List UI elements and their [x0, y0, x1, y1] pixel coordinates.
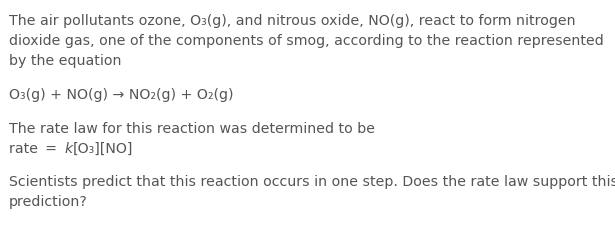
Text: by the equation: by the equation	[9, 54, 122, 68]
Text: Scientists predict that this reaction occurs in one step. Does the rate law supp: Scientists predict that this reaction oc…	[9, 175, 615, 189]
Text: dioxide gas, one of the components of smog, according to the reaction represente: dioxide gas, one of the components of sm…	[9, 34, 604, 48]
Text: [O₃][NO]: [O₃][NO]	[73, 142, 133, 156]
Text: O₃(g) + NO(g) → NO₂(g) + O₂(g): O₃(g) + NO(g) → NO₂(g) + O₂(g)	[9, 88, 234, 102]
Text: The rate law for this reaction was determined to be: The rate law for this reaction was deter…	[9, 122, 375, 136]
Text: k: k	[65, 142, 73, 156]
Text: The air pollutants ozone, O₃(g), and nitrous oxide, NO(g), react to form nitroge: The air pollutants ozone, O₃(g), and nit…	[9, 14, 576, 28]
Text: prediction?: prediction?	[9, 195, 88, 209]
Text: rate =: rate =	[9, 142, 65, 156]
